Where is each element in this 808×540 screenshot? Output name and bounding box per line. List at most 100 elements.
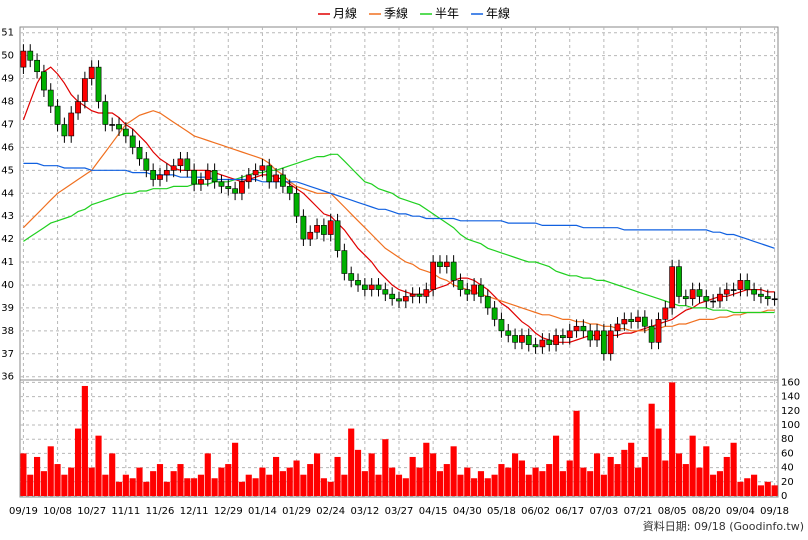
candle-body xyxy=(662,307,669,320)
legend-label: 季線 xyxy=(384,6,408,21)
volume-bar xyxy=(539,471,546,496)
x-tick-label: 12/11 xyxy=(180,506,209,517)
candle-body xyxy=(136,147,143,160)
candle-body xyxy=(614,323,621,332)
y2-tick-label: 60 xyxy=(781,448,794,459)
candle-body xyxy=(382,289,389,295)
candle-body xyxy=(546,339,553,345)
volume-bar xyxy=(648,403,655,496)
volume-bar xyxy=(580,467,587,496)
candle-body xyxy=(443,261,450,267)
y-tick-label: 48 xyxy=(1,97,14,108)
y-tick-label: 37 xyxy=(1,349,14,360)
candle-body xyxy=(703,296,710,302)
volume-bar xyxy=(88,467,95,496)
y-tick-label: 38 xyxy=(1,326,14,337)
candle-body xyxy=(594,330,600,341)
volume-bar xyxy=(150,471,157,496)
candle-body xyxy=(34,59,40,73)
volume-bar xyxy=(464,467,471,496)
candle-body xyxy=(266,165,273,183)
volume-bar xyxy=(771,485,778,496)
volume-bar xyxy=(682,464,689,496)
volume-bar xyxy=(525,474,532,496)
candle-body xyxy=(717,293,723,302)
candle-body xyxy=(280,174,286,187)
volume-bar xyxy=(204,453,211,496)
candle-body xyxy=(635,316,641,322)
candle-body xyxy=(641,316,648,327)
x-tick-label: 05/18 xyxy=(487,506,516,517)
candle-body xyxy=(81,78,88,102)
candle-body xyxy=(225,186,232,189)
legend-label: 月線 xyxy=(333,6,357,21)
volume-bar xyxy=(409,456,416,496)
candle-body xyxy=(375,284,382,290)
candle-body xyxy=(450,261,457,281)
candle-body xyxy=(710,300,717,303)
volume-bar xyxy=(737,481,744,496)
volume-bar xyxy=(512,453,519,496)
y-tick-label: 45 xyxy=(1,165,14,176)
candle-body xyxy=(211,170,218,183)
candle-body xyxy=(95,66,102,102)
volume-bar xyxy=(744,478,751,496)
candle-body xyxy=(355,280,361,286)
candle-body xyxy=(334,220,341,251)
volume-bar xyxy=(252,478,259,496)
volume-bar xyxy=(74,428,82,496)
x-tick-label: 06/02 xyxy=(521,506,550,517)
volume-bar xyxy=(710,474,717,496)
volume-bar xyxy=(532,467,539,496)
candle-body xyxy=(204,170,211,180)
ma-line xyxy=(23,162,775,249)
x-tick-label: 09/19 xyxy=(9,506,38,517)
volume-bar xyxy=(764,481,771,496)
volume-bar xyxy=(40,471,47,496)
candle-body xyxy=(553,335,559,345)
candle-body xyxy=(676,266,682,297)
candle-body xyxy=(177,158,184,167)
volume-bar xyxy=(751,474,758,496)
volume-bar xyxy=(95,435,102,496)
candle-body xyxy=(122,128,129,137)
volume-bar xyxy=(300,474,307,496)
candle-body xyxy=(150,170,157,180)
y2-tick-label: 100 xyxy=(781,420,800,431)
candle-body xyxy=(409,293,416,297)
volume-bar xyxy=(184,478,191,496)
volume-bar xyxy=(293,460,300,496)
footer: 資料日期: 09/18 (Goodinfo.tw) xyxy=(643,519,804,533)
x-tick-label: 09/04 xyxy=(726,506,755,517)
candle-body xyxy=(696,289,703,297)
y-tick-label: 40 xyxy=(1,280,14,291)
candle-body xyxy=(54,105,61,125)
volume-bar xyxy=(498,464,505,496)
volume-bar xyxy=(757,485,765,496)
volume-bar xyxy=(443,464,450,496)
candle-body xyxy=(157,174,163,180)
volume-bar xyxy=(136,467,143,496)
y-tick-label: 41 xyxy=(1,257,14,268)
x-tick-label: 01/14 xyxy=(248,506,277,517)
candle-body xyxy=(539,339,546,348)
legend-label: 年線 xyxy=(486,6,510,21)
x-tick-label: 08/20 xyxy=(692,506,721,517)
x-tick-label: 06/17 xyxy=(555,506,584,517)
volume-bar xyxy=(634,467,642,496)
legend-label: 半年 xyxy=(435,7,459,21)
volume-bar xyxy=(600,474,607,496)
candle-body xyxy=(47,89,54,107)
volume-bar xyxy=(334,456,341,496)
candle-body xyxy=(314,225,320,233)
candle-body xyxy=(758,293,764,297)
candle-body xyxy=(232,188,239,194)
candle-body xyxy=(259,165,266,171)
candle-body xyxy=(307,231,314,240)
y-tick-label: 47 xyxy=(1,119,14,130)
candle-body xyxy=(286,186,293,194)
candle-body xyxy=(348,273,355,281)
volume-bar xyxy=(436,471,444,496)
candle-body xyxy=(648,325,655,343)
candle-body xyxy=(471,284,478,295)
